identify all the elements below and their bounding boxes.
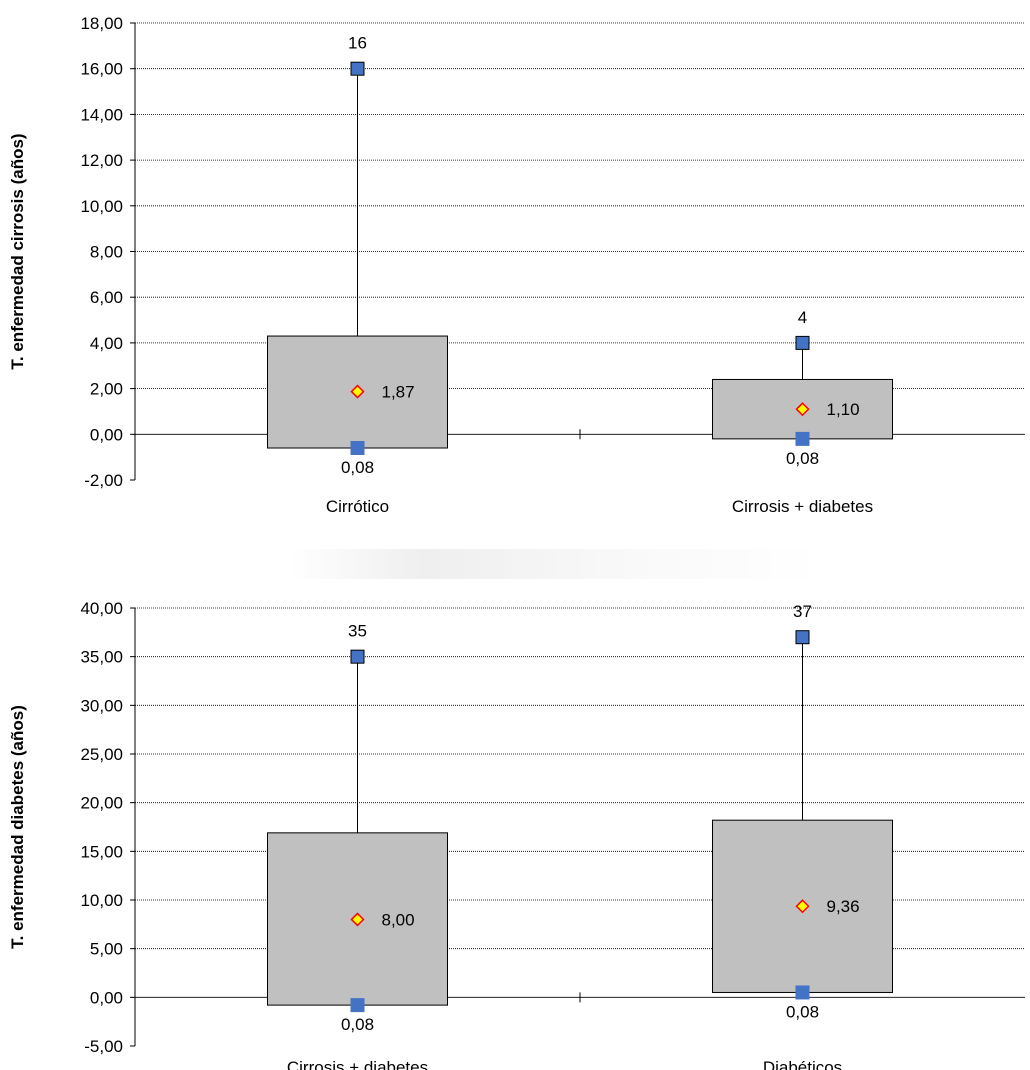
y-tick-label: 15,00 <box>80 842 123 861</box>
max-label: 4 <box>798 308 807 327</box>
y-tick-label: 20,00 <box>80 794 123 813</box>
mean-marker <box>795 402 810 417</box>
mean-marker <box>350 384 365 399</box>
y-tick-label: 0,00 <box>90 988 123 1007</box>
mean-label: 8,00 <box>382 910 415 929</box>
y-tick-label: -2,00 <box>84 471 123 490</box>
chart-diabetes-boxplot: -5,00 0,00 5,00 10,00 15,00 20,00 25,00 30,00 35… <box>8 599 1025 1070</box>
y-tick-label: 4,00 <box>90 334 123 353</box>
chart-cirrosis-boxplot: -2,00 0,00 2,00 4,00 6,00 8,00 10,00 12,00 14,00… <box>8 14 1025 516</box>
max-label: 35 <box>348 622 367 641</box>
min-label: 0,08 <box>341 1015 374 1034</box>
y-tick-label: 30,00 <box>80 696 123 715</box>
max-label: 16 <box>348 34 367 53</box>
y-tick-label: 14,00 <box>80 105 123 124</box>
y-tick-label: 10,00 <box>80 197 123 216</box>
y-tick-label: 0,00 <box>90 425 123 444</box>
y-tick-label: 8,00 <box>90 243 123 262</box>
mean-label: 1,87 <box>382 383 415 402</box>
y-tick-label: -5,00 <box>84 1037 123 1056</box>
y-axis-label: T. enfermedad cirrosis (años) <box>8 133 27 369</box>
mean-marker <box>795 899 810 914</box>
category-label: Cirrosis + diabetes <box>732 497 873 516</box>
min-marker <box>795 985 810 1000</box>
min-label: 0,08 <box>786 449 819 468</box>
y-tick-label: 12,00 <box>80 151 123 170</box>
max-label: 37 <box>793 602 812 621</box>
y-tick-label: 18,00 <box>80 14 123 33</box>
y-tick-label: 5,00 <box>90 940 123 959</box>
min-marker <box>795 431 810 446</box>
y-tick-label: 25,00 <box>80 745 123 764</box>
background-watermark <box>290 549 820 579</box>
min-label: 0,08 <box>786 1002 819 1021</box>
y-tick-label: 10,00 <box>80 891 123 910</box>
max-marker <box>795 335 810 350</box>
max-marker <box>350 61 365 76</box>
y-tick-label: 2,00 <box>90 380 123 399</box>
min-label: 0,08 <box>341 458 374 477</box>
y-axis-label: T. enfermedad diabetes (años) <box>8 705 27 949</box>
category-label: Cirrosis + diabetes <box>287 1058 428 1070</box>
y-tick-label: 16,00 <box>80 60 123 79</box>
y-tick-label: 40,00 <box>80 599 123 618</box>
mean-label: 1,10 <box>827 400 860 419</box>
y-tick-label: 35,00 <box>80 648 123 667</box>
category-label: Diabéticos <box>763 1058 842 1070</box>
y-tick-label: 6,00 <box>90 288 123 307</box>
mean-label: 9,36 <box>827 897 860 916</box>
max-marker <box>350 649 365 664</box>
min-marker <box>350 441 365 456</box>
category-label: Cirrótico <box>326 497 389 516</box>
min-marker <box>350 998 365 1013</box>
mean-marker <box>350 912 365 927</box>
max-marker <box>795 630 810 645</box>
